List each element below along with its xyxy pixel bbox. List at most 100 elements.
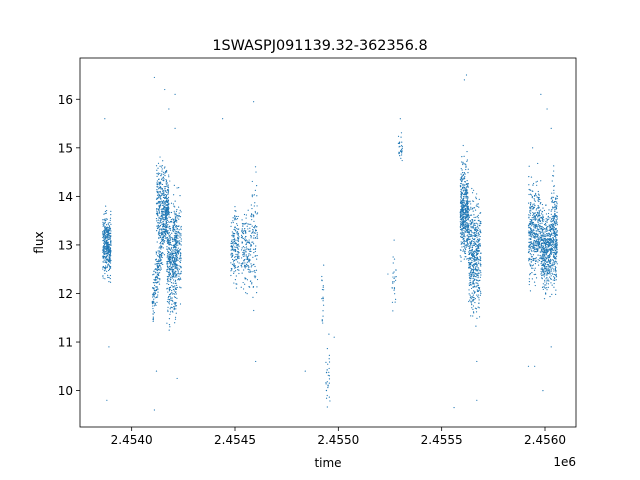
data-point xyxy=(472,277,474,279)
data-point xyxy=(180,253,182,255)
data-point xyxy=(175,210,178,213)
data-point xyxy=(460,173,462,175)
data-point xyxy=(234,219,236,221)
data-point xyxy=(161,231,163,233)
data-point xyxy=(540,263,542,265)
data-point xyxy=(240,286,242,288)
data-point xyxy=(169,326,171,328)
data-point xyxy=(241,219,243,221)
data-point xyxy=(478,272,480,274)
data-point xyxy=(236,231,239,233)
data-point xyxy=(173,279,175,281)
data-point xyxy=(109,255,112,257)
data-point xyxy=(540,245,542,247)
data-point xyxy=(102,266,104,268)
data-point xyxy=(169,221,171,224)
data-point xyxy=(474,219,476,222)
data-point xyxy=(548,257,550,259)
data-point xyxy=(235,241,237,244)
data-point xyxy=(157,222,159,224)
data-point xyxy=(473,283,475,285)
data-point xyxy=(254,237,256,239)
data-point xyxy=(166,217,168,220)
data-point xyxy=(538,244,540,246)
data-point xyxy=(165,220,167,222)
data-point xyxy=(542,274,544,276)
data-point xyxy=(476,268,478,271)
data-point xyxy=(231,269,233,271)
data-point xyxy=(230,256,233,258)
data-point xyxy=(461,180,463,182)
data-point xyxy=(534,233,537,235)
data-point xyxy=(537,207,539,209)
data-point xyxy=(152,320,154,322)
data-point xyxy=(475,240,477,242)
data-point xyxy=(110,250,112,252)
data-point xyxy=(156,198,159,200)
data-point xyxy=(157,233,160,235)
data-point xyxy=(530,233,532,235)
data-point xyxy=(169,259,171,261)
data-point xyxy=(175,237,177,239)
data-point xyxy=(466,258,468,260)
data-point xyxy=(462,226,464,228)
data-point xyxy=(103,266,105,269)
data-point xyxy=(175,308,177,310)
data-point xyxy=(102,275,104,277)
data-point xyxy=(250,223,252,225)
data-point xyxy=(160,174,162,177)
data-point xyxy=(468,209,471,211)
data-point xyxy=(471,237,474,239)
data-point xyxy=(110,223,112,225)
data-point xyxy=(168,231,170,234)
data-point xyxy=(156,227,159,229)
data-point xyxy=(246,293,248,295)
data-point xyxy=(477,214,479,216)
data-point xyxy=(256,205,258,207)
data-point xyxy=(466,222,468,224)
data-point xyxy=(532,267,534,269)
data-point xyxy=(550,251,552,253)
data-point xyxy=(163,201,165,204)
data-point xyxy=(106,264,109,266)
data-point xyxy=(461,187,463,189)
data-point xyxy=(532,232,534,234)
data-point xyxy=(555,289,557,291)
data-point xyxy=(168,238,170,240)
data-point xyxy=(244,231,246,233)
data-point xyxy=(553,225,555,228)
data-point xyxy=(251,216,253,218)
data-point xyxy=(532,245,534,247)
data-point xyxy=(237,215,239,218)
data-point xyxy=(108,234,111,236)
data-point xyxy=(479,243,481,245)
outlier-point xyxy=(532,147,534,149)
data-point xyxy=(172,293,174,295)
data-point xyxy=(180,259,182,261)
data-point xyxy=(543,264,545,266)
data-point xyxy=(464,231,466,233)
data-point xyxy=(174,305,176,307)
data-point xyxy=(327,363,329,365)
data-point xyxy=(160,183,162,185)
data-point xyxy=(542,271,545,273)
data-point xyxy=(472,267,475,269)
data-point xyxy=(463,229,465,231)
data-point xyxy=(533,233,535,235)
data-point xyxy=(170,276,172,278)
data-point xyxy=(158,191,160,193)
data-point xyxy=(158,210,160,212)
data-point xyxy=(327,384,329,386)
data-point xyxy=(160,198,162,200)
data-point xyxy=(166,246,168,248)
data-point xyxy=(553,277,556,280)
data-point xyxy=(466,239,468,242)
data-point xyxy=(472,221,474,223)
data-point xyxy=(551,245,553,248)
data-point xyxy=(162,191,164,193)
data-point xyxy=(461,205,463,207)
data-point xyxy=(233,272,235,274)
data-point xyxy=(165,223,167,225)
data-point xyxy=(532,218,534,221)
